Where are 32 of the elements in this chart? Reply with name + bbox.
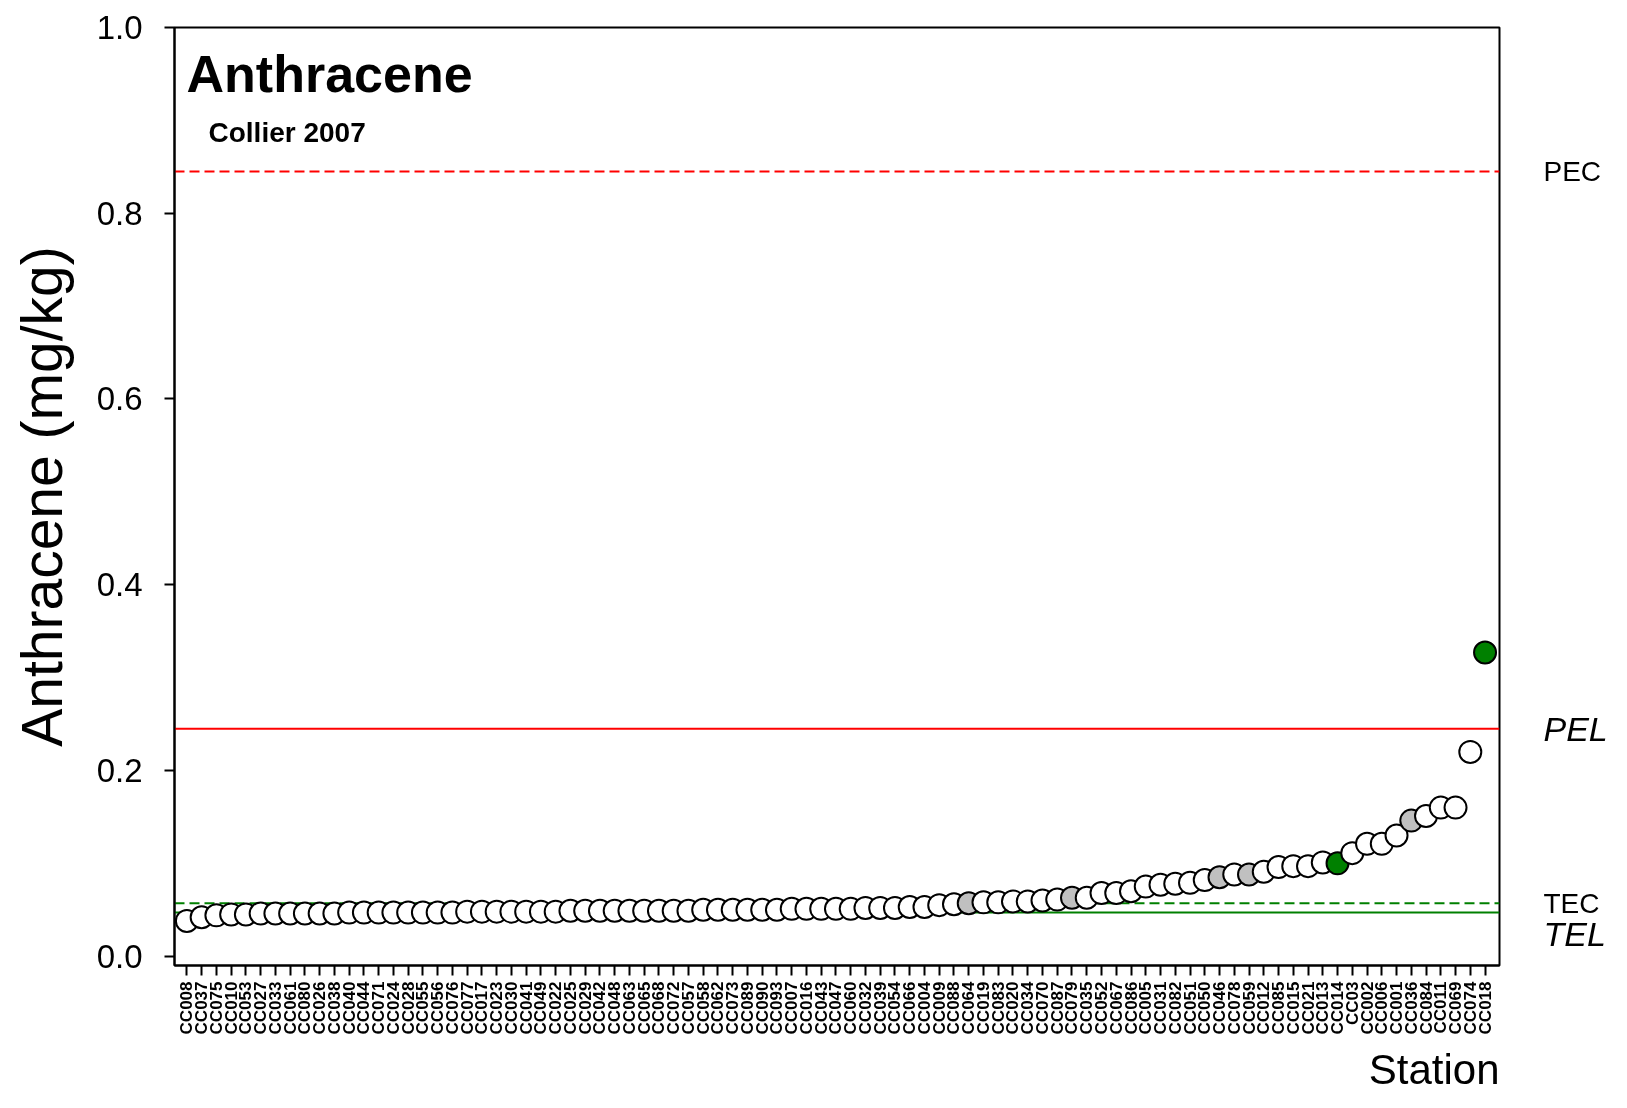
x-tick-label: CC03 (1342, 981, 1362, 1025)
x-tick-label: CC089 (737, 981, 757, 1035)
chart-title: Anthracene (186, 44, 473, 103)
x-tick-label: CC019 (973, 981, 993, 1035)
y-tick-label: 0.6 (96, 380, 143, 418)
x-tick-label: CC078 (1224, 981, 1244, 1035)
x-tick-label: CC004 (914, 980, 934, 1035)
y-tick-label: 0.4 (96, 566, 143, 604)
x-tick-label: CC015 (1283, 981, 1303, 1035)
x-tick-label: CC063 (619, 981, 639, 1035)
x-tick-label: CC070 (1032, 981, 1052, 1035)
y-tick-label: 0.0 (96, 937, 143, 975)
x-tick-label: CC038 (324, 981, 344, 1035)
y-axis-title: Anthracene (mg/kg) (9, 246, 74, 747)
x-tick-label: CC032 (855, 981, 875, 1035)
y-tick-label: 0.2 (96, 751, 143, 789)
x-tick-label: CC025 (560, 981, 580, 1035)
x-tick-label: CC075 (206, 981, 226, 1035)
x-tick-label: CC082 (1165, 981, 1185, 1035)
x-tick-label: CC033 (265, 981, 285, 1035)
x-tick-label: CC030 (501, 981, 521, 1035)
x-tick-label: CC057 (678, 981, 698, 1035)
ref-line-label: PEC (1543, 155, 1602, 187)
x-tick-label: CC024 (383, 980, 403, 1035)
y-tick-label: 0.8 (96, 194, 143, 232)
text: Collier 2007 (208, 117, 366, 148)
x-tick-label: CC036 (1401, 981, 1421, 1035)
y-tick-label: 1.0 (96, 9, 143, 46)
x-tick-label: CC016 (796, 981, 816, 1035)
x-axis-title: Station (1368, 1045, 1500, 1093)
x-tick-label: CC076 (442, 981, 462, 1035)
ref-line-label: PEL (1543, 709, 1608, 748)
